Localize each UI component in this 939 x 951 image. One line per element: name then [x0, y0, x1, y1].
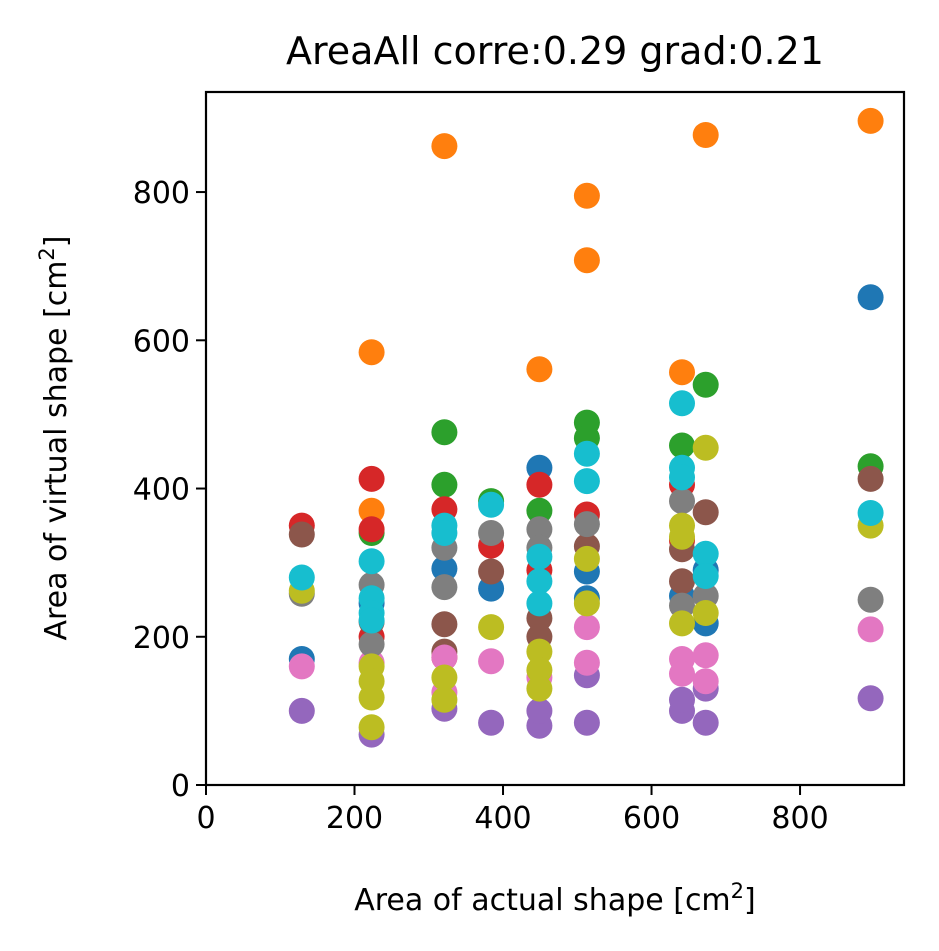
- data-point-series-7: [573, 614, 600, 641]
- data-point-series-1: [857, 284, 884, 311]
- data-point-series-9: [692, 434, 719, 461]
- chart-title: AreaAll corre:0.29 grad:0.21: [286, 29, 824, 73]
- data-point-series-10: [526, 568, 553, 595]
- x-tick-label: 800: [771, 801, 828, 836]
- y-tick-label: 0: [171, 769, 190, 804]
- data-point-series-7: [573, 649, 600, 676]
- data-point-series-9: [431, 686, 458, 713]
- x-tick-label: 0: [196, 801, 215, 836]
- data-point-series-3: [692, 371, 719, 398]
- data-point-series-7: [478, 648, 505, 675]
- data-point-series-10: [431, 520, 458, 546]
- data-point-series-4: [358, 465, 385, 492]
- data-point-series-10: [526, 590, 553, 617]
- data-point-series-8: [573, 511, 600, 538]
- data-point-series-5: [692, 709, 719, 736]
- data-point-series-10: [669, 464, 695, 491]
- data-point-series-3: [526, 497, 553, 524]
- data-point-series-10: [526, 543, 553, 570]
- data-point-series-10: [573, 468, 600, 495]
- data-point-series-5: [478, 709, 505, 736]
- data-point-series-7: [857, 616, 884, 643]
- data-point-series-2: [692, 122, 719, 148]
- data-point-series-2: [573, 182, 600, 209]
- plot-area: [206, 92, 904, 785]
- data-point-series-10: [478, 491, 505, 518]
- data-point-series-5: [526, 697, 553, 724]
- data-point-series-8: [478, 520, 505, 546]
- data-point-series-3: [431, 419, 458, 446]
- data-point-series-2: [573, 247, 600, 274]
- x-axis-label-sup: 2: [731, 879, 744, 903]
- data-point-series-10: [358, 607, 385, 634]
- plot-frame: [204, 90, 906, 787]
- data-point-series-6: [669, 568, 695, 595]
- data-point-series-5: [857, 685, 884, 712]
- data-point-series-5: [288, 697, 315, 724]
- y-tick-label: 800: [133, 176, 190, 211]
- y-axis-label-sup: 2: [35, 247, 59, 260]
- data-point-series-9: [358, 684, 385, 711]
- data-point-series-6: [692, 499, 719, 526]
- data-point-series-10: [669, 390, 695, 417]
- data-point-series-8: [526, 516, 553, 543]
- data-point-series-2: [669, 359, 695, 386]
- data-point-series-9: [573, 545, 600, 572]
- data-point-series-8: [431, 574, 458, 601]
- data-point-series-8: [358, 631, 385, 658]
- data-point-series-9: [431, 664, 458, 691]
- data-points: [288, 107, 884, 748]
- data-point-series-7: [288, 653, 315, 680]
- data-point-series-9: [669, 610, 695, 637]
- data-point-series-9: [526, 657, 553, 684]
- data-point-series-8: [669, 488, 695, 515]
- data-point-series-2: [358, 339, 385, 366]
- x-tick-label: 600: [623, 801, 680, 836]
- data-point-series-10: [692, 540, 719, 567]
- y-axis-label: Area of virtual shape [cm2]: [35, 235, 74, 640]
- data-point-series-6: [478, 558, 505, 585]
- data-point-series-9: [669, 523, 695, 550]
- data-point-series-7: [431, 644, 458, 671]
- data-point-series-9: [526, 675, 553, 702]
- x-tick-label: 200: [326, 801, 383, 836]
- data-point-series-9: [478, 614, 505, 641]
- data-point-series-10: [692, 563, 719, 589]
- y-tick-label: 600: [133, 324, 190, 359]
- data-point-series-9: [358, 714, 385, 741]
- data-point-series-4: [358, 516, 385, 543]
- data-point-series-5: [669, 686, 695, 713]
- data-point-series-2: [431, 133, 458, 160]
- x-tick-label: 400: [474, 801, 531, 836]
- y-tick-label: 400: [133, 473, 190, 508]
- data-point-series-8: [669, 592, 695, 619]
- data-point-series-10: [857, 500, 884, 526]
- data-point-series-3: [669, 432, 695, 459]
- data-point-series-2: [857, 107, 884, 134]
- data-point-series-7: [692, 642, 719, 669]
- data-point-series-4: [526, 471, 553, 498]
- data-point-series-7: [669, 660, 695, 687]
- data-point-series-9: [573, 590, 600, 617]
- data-point-series-1: [431, 555, 458, 582]
- data-point-series-9: [692, 600, 719, 626]
- data-point-series-10: [573, 440, 600, 467]
- x-axis-ticks: 0 200 400 600 800: [196, 785, 829, 836]
- x-axis-label: Area of actual shape [cm2]: [354, 879, 756, 918]
- data-point-series-8: [857, 586, 884, 613]
- y-axis-ticks: 0 200 400 600 800: [133, 176, 206, 804]
- data-point-series-2: [526, 356, 553, 383]
- data-point-series-6: [857, 465, 884, 492]
- data-point-series-3: [431, 471, 458, 498]
- data-point-series-10: [288, 564, 315, 591]
- data-point-series-2: [358, 497, 385, 524]
- y-tick-label: 200: [133, 621, 190, 656]
- data-point-series-7: [692, 668, 719, 695]
- data-point-series-5: [573, 709, 600, 736]
- data-point-series-10: [358, 548, 385, 575]
- data-point-series-6: [431, 611, 458, 638]
- data-point-series-6: [288, 521, 315, 548]
- data-point-series-9: [526, 638, 553, 665]
